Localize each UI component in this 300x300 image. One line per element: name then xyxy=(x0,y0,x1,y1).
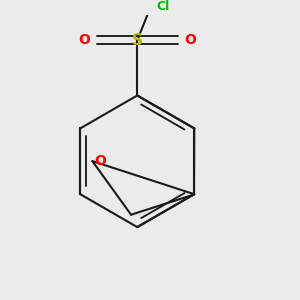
Text: Cl: Cl xyxy=(156,0,169,13)
Text: O: O xyxy=(94,154,106,168)
Text: O: O xyxy=(78,33,90,47)
Text: O: O xyxy=(184,33,196,47)
Text: S: S xyxy=(132,33,143,48)
